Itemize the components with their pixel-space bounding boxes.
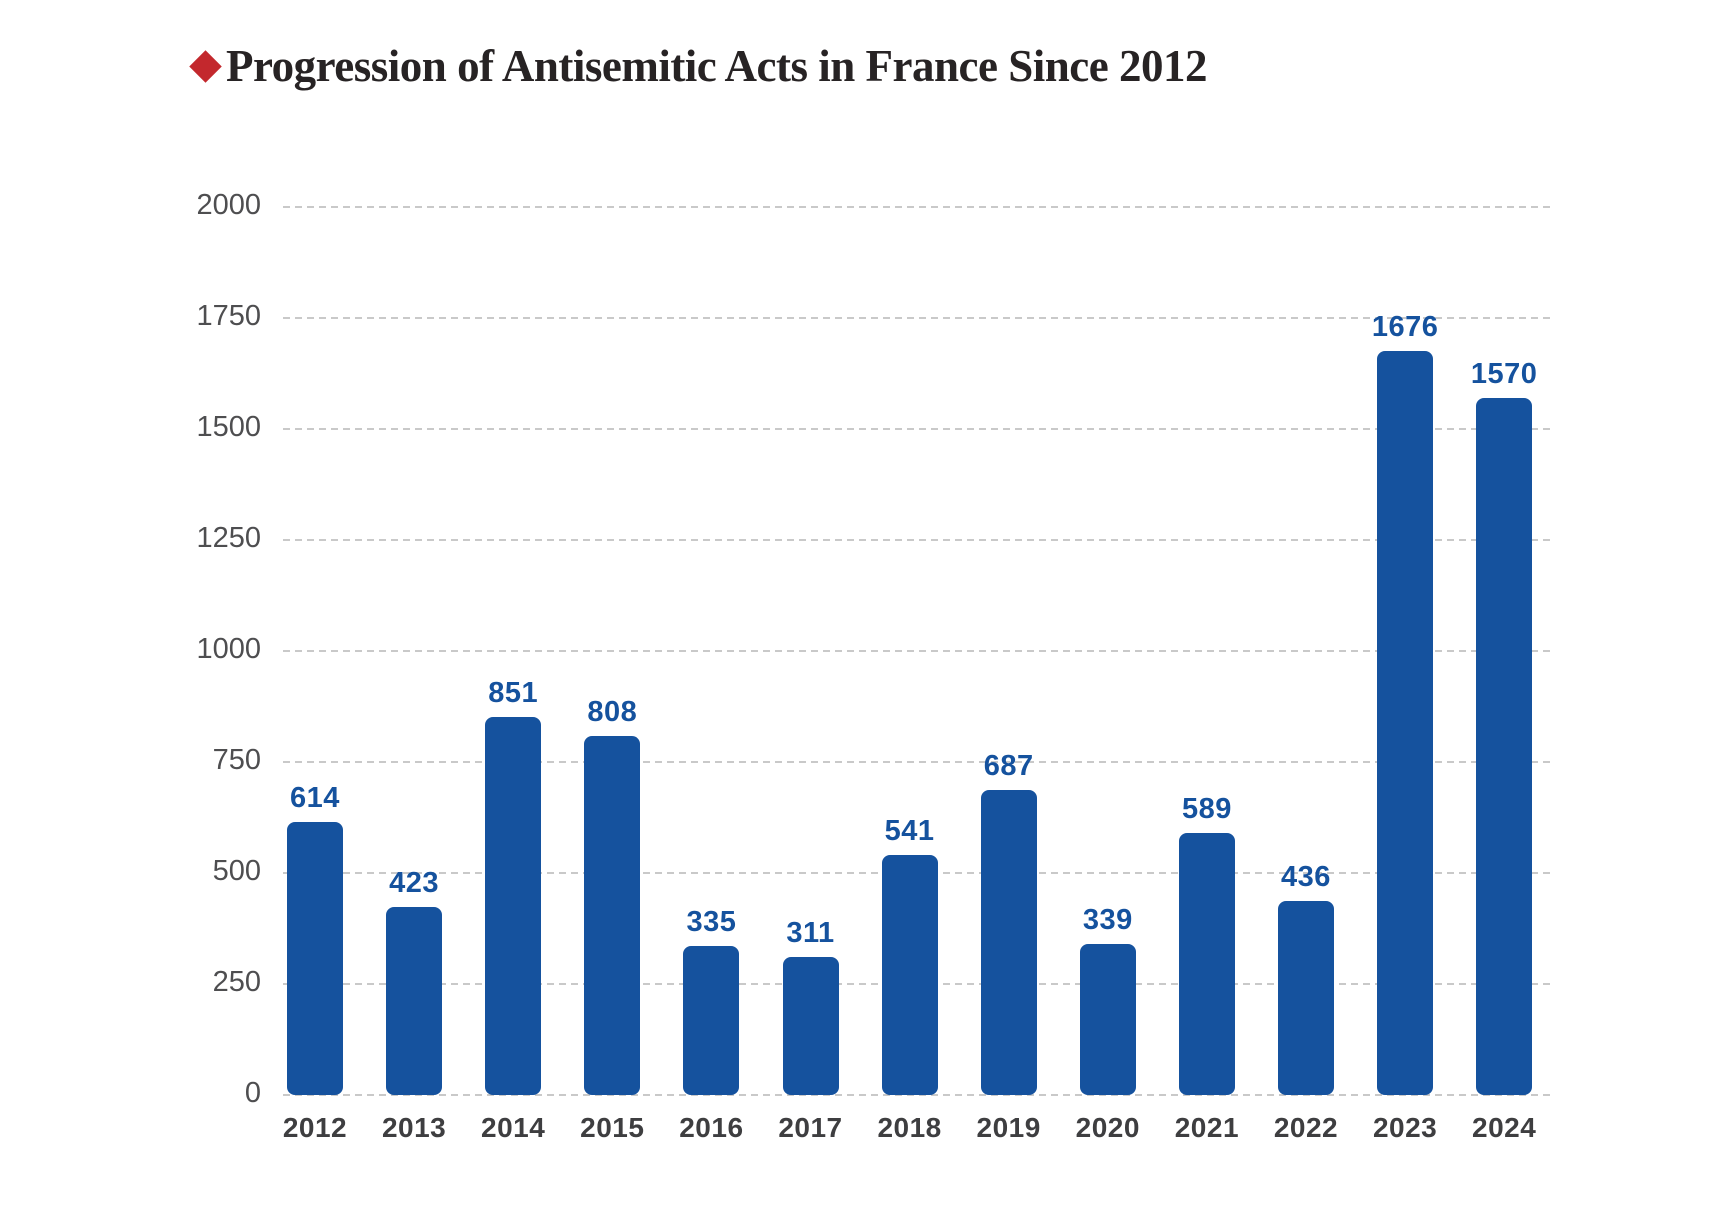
bar-value-label: 851 — [488, 677, 539, 710]
bar-2014 — [485, 717, 542, 1095]
bar-2024 — [1476, 397, 1533, 1095]
bar-value-label: 589 — [1181, 793, 1232, 826]
plot-area: 2000 1750 1500 1250 1000 750 500 250 0 614 2012 423… — [196, 189, 1555, 1143]
bar-value-label: 423 — [389, 867, 440, 900]
gridline-y-1000 — [283, 650, 1555, 652]
bar-value-label: 808 — [587, 696, 638, 729]
y-axis-tick-label: 750 — [212, 744, 261, 777]
chart-header: Progression of Antisemitic Acts in Franc… — [189, 41, 1208, 91]
bar-2012 — [287, 822, 343, 1095]
gridline-y-1750 — [283, 317, 1555, 319]
x-axis-tick-label: 2016 — [679, 1112, 744, 1143]
bar-2018 — [881, 854, 938, 1095]
x-axis-tick-label: 2022 — [1273, 1112, 1339, 1143]
x-axis-tick-label: 2024 — [1472, 1112, 1537, 1143]
x-axis-tick-label: 2013 — [381, 1112, 447, 1143]
y-axis-tick-label: 1250 — [196, 522, 261, 555]
bar-value-label: 1676 — [1371, 310, 1439, 343]
bar-value-label: 614 — [290, 782, 340, 815]
x-axis-tick-label: 2023 — [1372, 1112, 1438, 1143]
bar-value-label: 687 — [983, 749, 1034, 782]
y-axis-tick-label: 1750 — [196, 300, 261, 333]
bar-2021 — [1178, 833, 1235, 1095]
bar-value-label: 335 — [686, 906, 737, 939]
gridline-y-2000 — [283, 206, 1555, 208]
y-axis-tick-label: 0 — [244, 1077, 261, 1110]
y-axis-tick-label: 500 — [212, 855, 261, 888]
bar-value-label: 311 — [786, 916, 835, 949]
bar-2017 — [782, 956, 839, 1095]
bar-value-label: 1570 — [1470, 357, 1538, 390]
bar-value-label: 339 — [1082, 904, 1133, 937]
bar-2023 — [1377, 350, 1434, 1095]
x-axis-tick-label: 2020 — [1075, 1112, 1140, 1143]
bar-2020 — [1079, 944, 1136, 1095]
bar-2015 — [584, 736, 641, 1095]
gridline-y-750 — [283, 761, 1555, 763]
y-axis-tick-label: 250 — [212, 966, 261, 999]
x-axis-tick-label: 2019 — [976, 1112, 1041, 1143]
bar-2022 — [1278, 901, 1334, 1095]
diamond-bullet-icon — [189, 50, 222, 83]
bar-2016 — [683, 946, 740, 1095]
bar-value-label: 541 — [884, 814, 935, 847]
y-axis-tick-label: 2000 — [196, 189, 261, 222]
x-axis-tick-label: 2012 — [282, 1112, 348, 1143]
gridline-y-1250 — [283, 539, 1555, 541]
gridline-y-0 — [283, 1094, 1555, 1096]
chart-title: Progression of Antisemitic Acts in Franc… — [226, 41, 1208, 91]
x-axis-tick-label: 2015 — [580, 1112, 645, 1143]
x-axis-tick-label: 2017 — [778, 1112, 843, 1143]
bar-2013 — [386, 907, 443, 1095]
x-axis-tick-label: 2018 — [877, 1112, 942, 1143]
gridline-y-1500 — [283, 428, 1555, 430]
y-axis-tick-label: 1500 — [196, 411, 261, 444]
y-axis-tick-label: 1000 — [196, 633, 261, 666]
x-axis-tick-label: 2014 — [481, 1112, 546, 1143]
bar-2019 — [980, 789, 1037, 1095]
bar-value-label: 436 — [1281, 861, 1331, 894]
x-axis-tick-label: 2021 — [1174, 1112, 1240, 1143]
